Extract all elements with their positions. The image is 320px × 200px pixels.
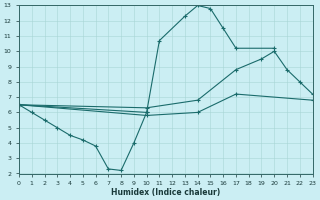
X-axis label: Humidex (Indice chaleur): Humidex (Indice chaleur): [111, 188, 220, 197]
